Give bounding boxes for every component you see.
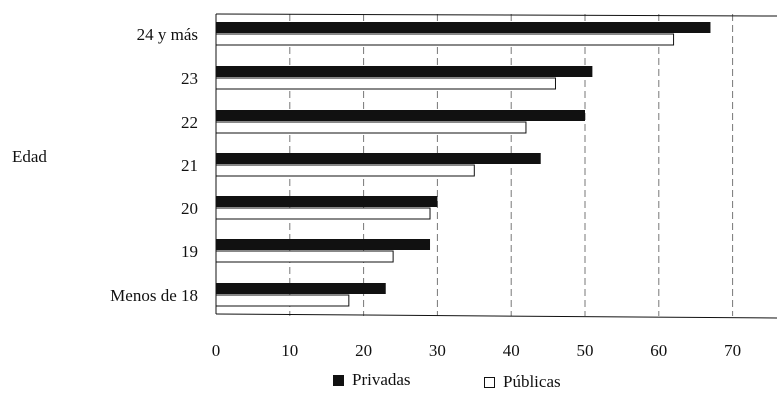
bar-privadas-3 <box>216 153 541 164</box>
category-label-2: 22 <box>181 113 198 132</box>
bar-privadas-5 <box>216 239 431 250</box>
legend-item-privadas: Privadas <box>333 370 411 390</box>
bar-pblicas-5 <box>215 250 394 263</box>
category-label-0: 24 y más <box>137 25 198 44</box>
bar-privadas-0 <box>216 22 711 33</box>
x-tick-label-20: 20 <box>355 341 372 360</box>
legend-label-privadas: Privadas <box>352 370 411 389</box>
legend-label-publicas: Públicas <box>503 372 561 391</box>
bar-pblicas-0 <box>215 33 675 46</box>
bar-pblicas-2 <box>215 121 527 134</box>
x-tick-label-0: 0 <box>212 341 221 360</box>
x-tick-label-10: 10 <box>281 341 298 360</box>
x-tick-label-60: 60 <box>650 341 667 360</box>
bars <box>215 22 711 307</box>
category-label-5: 19 <box>181 242 198 261</box>
bar-privadas-2 <box>216 110 585 121</box>
bar-pblicas-6 <box>215 294 350 307</box>
bar-privadas-6 <box>216 283 386 294</box>
category-label-3: 21 <box>181 156 198 175</box>
bar-privadas-4 <box>216 196 438 207</box>
bar-pblicas-4 <box>215 207 431 220</box>
bar-pblicas-3 <box>215 164 475 177</box>
category-label-6: Menos de 18 <box>110 286 198 305</box>
legend-item-publicas: Públicas <box>484 372 561 392</box>
x-tick-label-30: 30 <box>429 341 446 360</box>
x-tick-label-50: 50 <box>577 341 594 360</box>
grid-lines <box>289 14 734 316</box>
legend-swatch-publicas <box>484 376 495 388</box>
category-label-4: 20 <box>181 199 198 218</box>
x-axis-line <box>215 313 777 319</box>
x-tick-label-70: 70 <box>724 341 741 360</box>
top-border-line <box>215 13 777 17</box>
category-labels: 24 y más 23 22 21 20 19 Menos de 18 <box>110 25 198 305</box>
x-tick-label-40: 40 <box>503 341 520 360</box>
legend: Privadas Públicas <box>0 368 777 398</box>
bar-pblicas-1 <box>215 77 556 90</box>
y-axis-title: Edad <box>12 147 47 166</box>
x-tick-labels: 0 10 20 30 40 50 60 70 <box>212 341 741 360</box>
bar-privadas-1 <box>216 66 593 77</box>
category-label-1: 23 <box>181 69 198 88</box>
legend-swatch-privadas <box>333 374 344 386</box>
